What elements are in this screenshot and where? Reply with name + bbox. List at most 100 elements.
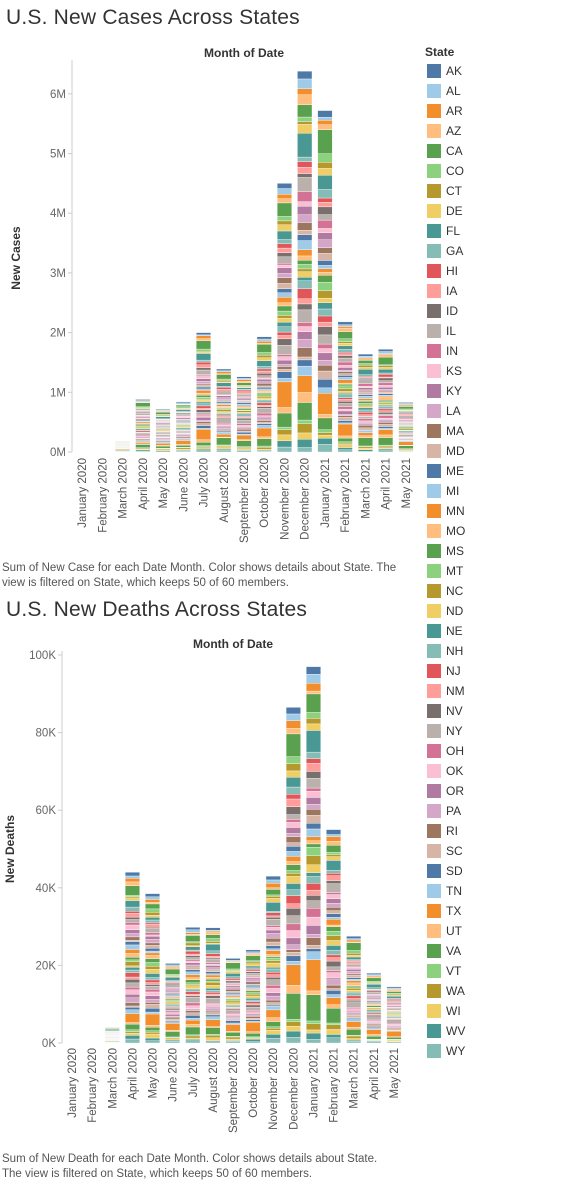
bar-segment[interactable] (245, 1018, 261, 1020)
legend-item-md[interactable]: MD (427, 443, 465, 459)
bar-segment[interactable] (205, 981, 221, 986)
bar-segment[interactable] (145, 893, 160, 897)
bar-segment[interactable] (326, 834, 342, 837)
bar-segment[interactable] (185, 1037, 201, 1040)
bar-segment[interactable] (285, 889, 301, 896)
bar-segment[interactable] (245, 995, 261, 999)
bar-segment[interactable] (366, 1034, 382, 1037)
bar-segment[interactable] (165, 1014, 181, 1017)
bar-segment[interactable] (205, 988, 221, 991)
bar-segment[interactable] (245, 1003, 261, 1006)
bar-segment[interactable] (225, 996, 241, 999)
bar-segment[interactable] (265, 1009, 281, 1018)
bar-segment[interactable] (256, 336, 272, 340)
bar-segment[interactable] (165, 1031, 181, 1038)
bar-segment[interactable] (285, 827, 301, 834)
bar-segment[interactable] (145, 899, 160, 903)
bar-segment[interactable] (196, 332, 211, 336)
bar-segment[interactable] (145, 984, 160, 987)
legend-item-ri[interactable]: RI (427, 823, 458, 839)
bar-segment[interactable] (265, 956, 281, 959)
bar-segment[interactable] (245, 998, 261, 1001)
bar-segment[interactable] (245, 965, 261, 969)
bar-segment[interactable] (346, 1026, 362, 1030)
bar-may-2021[interactable] (386, 986, 402, 1044)
bar-segment[interactable] (245, 1016, 261, 1019)
bar-segment[interactable] (326, 894, 342, 900)
bar-segment[interactable] (145, 919, 160, 924)
legend-item-mo[interactable]: MO (427, 523, 465, 539)
bar-segment[interactable] (366, 972, 382, 975)
bar-segment[interactable] (366, 1025, 382, 1028)
bar-segment[interactable] (306, 916, 321, 926)
bar-segment[interactable] (245, 1039, 261, 1042)
bar-segment[interactable] (205, 941, 221, 944)
bar-segment[interactable] (306, 1032, 321, 1040)
bar-segment[interactable] (205, 1037, 221, 1041)
bar-segment[interactable] (245, 1010, 261, 1012)
bar-segment[interactable] (225, 995, 241, 998)
bar-segment[interactable] (245, 963, 261, 967)
bar-segment[interactable] (245, 949, 261, 953)
bar-segment[interactable] (245, 994, 261, 997)
bar-segment[interactable] (124, 924, 140, 931)
bar-segment[interactable] (205, 927, 221, 931)
bar-segment[interactable] (205, 1010, 221, 1013)
legend-item-sc[interactable]: SC (427, 843, 463, 859)
bar-segment[interactable] (306, 778, 321, 789)
bar-segment[interactable] (145, 1011, 160, 1015)
bar-segment[interactable] (185, 959, 201, 962)
bar-segment[interactable] (124, 1023, 140, 1030)
bar-segment[interactable] (285, 798, 301, 807)
bar-segment[interactable] (306, 791, 321, 798)
bar-segment[interactable] (326, 997, 342, 1005)
bar-segment[interactable] (306, 809, 321, 816)
bar-segment[interactable] (145, 922, 160, 925)
bar-segment[interactable] (145, 966, 160, 970)
bar-september-2020[interactable] (225, 958, 241, 1044)
bar-december-2020[interactable] (285, 707, 301, 1044)
bar-segment[interactable] (104, 1028, 120, 1030)
bar-segment[interactable] (306, 925, 321, 935)
bar-segment[interactable] (366, 1009, 382, 1012)
bar-segment[interactable] (245, 1019, 261, 1022)
bar-segment[interactable] (326, 856, 342, 861)
bar-segment[interactable] (265, 957, 281, 961)
bar-segment[interactable] (386, 986, 402, 989)
bar-segment[interactable] (265, 954, 281, 957)
bar-segment[interactable] (265, 948, 281, 951)
legend-item-tn[interactable]: TN (427, 883, 462, 899)
bar-segment[interactable] (165, 1040, 181, 1044)
bar-july-2020[interactable] (185, 927, 201, 1044)
bar-segment[interactable] (185, 1039, 201, 1042)
bar-segment[interactable] (225, 1022, 241, 1025)
bar-segment[interactable] (285, 861, 301, 865)
bar-segment[interactable] (205, 993, 221, 996)
bar-segment[interactable] (216, 368, 232, 371)
bar-segment[interactable] (386, 1016, 402, 1019)
bar-segment[interactable] (346, 1012, 362, 1015)
bar-segment[interactable] (346, 1039, 362, 1042)
bar-segment[interactable] (185, 1002, 201, 1006)
bar-segment[interactable] (124, 1031, 140, 1034)
legend-item-ks[interactable]: KS (427, 363, 462, 379)
bar-segment[interactable] (205, 990, 221, 993)
bar-segment[interactable] (205, 985, 221, 989)
bar-segment[interactable] (265, 933, 281, 939)
bar-segment[interactable] (265, 896, 281, 899)
bar-segment[interactable] (326, 926, 342, 932)
bar-segment[interactable] (346, 967, 362, 970)
legend-item-ia[interactable]: IA (427, 283, 457, 299)
bar-segment[interactable] (265, 894, 281, 897)
bar-segment[interactable] (155, 408, 171, 411)
legend-item-ne[interactable]: NE (427, 623, 463, 639)
bar-segment[interactable] (285, 955, 301, 962)
legend-item-nc[interactable]: NC (427, 583, 463, 599)
bar-segment[interactable] (306, 804, 321, 810)
bar-may-2020[interactable] (145, 893, 160, 1044)
bar-segment[interactable] (265, 912, 281, 917)
bar-segment[interactable] (306, 683, 321, 692)
bar-segment[interactable] (236, 376, 252, 379)
bar-segment[interactable] (366, 996, 382, 998)
bar-segment[interactable] (265, 1028, 281, 1031)
